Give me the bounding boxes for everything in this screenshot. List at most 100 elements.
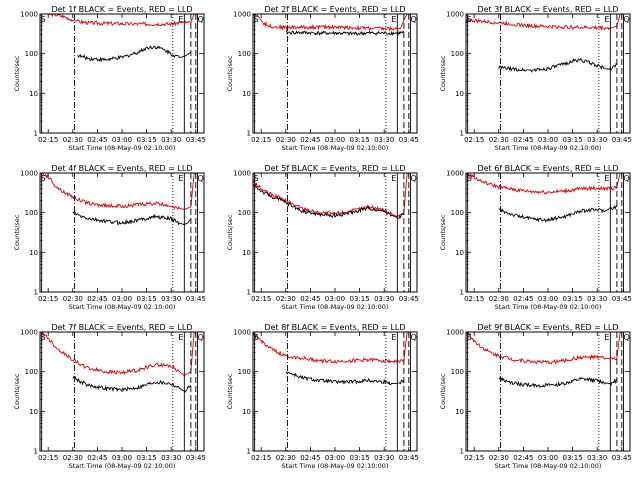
panel-title: Det 2f BLACK = Events, RED = LLD — [264, 5, 405, 14]
series-line-events — [285, 371, 405, 386]
series-group — [466, 173, 630, 223]
x-tick-label: 02:30 — [276, 454, 296, 462]
y-tick-label: 1000 — [446, 329, 464, 337]
series-group — [40, 173, 204, 226]
chart-panel: S E Q 1 10 100 1000 02:15 02:30 02:45 03:00 03:15 03… — [226, 323, 419, 470]
x-tick-label: 03:15 — [563, 454, 583, 462]
x-tick-label: 02:15 — [38, 136, 58, 144]
x-tick-label: 02:15 — [464, 454, 484, 462]
chart-panel: S E Q 1 10 100 1000 02:15 02:30 02:45 03:00 03:15 03… — [439, 5, 632, 152]
y-tick-label: 100 — [25, 209, 38, 217]
x-tick-label: 02:45 — [513, 295, 533, 303]
y-tick-label: 100 — [25, 50, 38, 58]
chart-panel: S E Q 1 10 100 1000 02:15 02:30 02:45 03:00 03:15 03… — [439, 323, 632, 470]
panel-title: Det 3f BLACK = Events, RED = LLD — [477, 5, 618, 14]
y-axis-label: Counts/sec — [13, 373, 21, 409]
marker-e-label: E — [604, 15, 609, 24]
marker-q-label: Q — [410, 174, 416, 183]
chart-panel: S E Q 1 10 100 1000 02:15 02:30 02:45 03:00 03:15 03… — [226, 5, 419, 152]
marker-e-label: E — [391, 15, 396, 24]
marker-e-label: E — [178, 15, 183, 24]
x-tick-label: 03:15 — [563, 295, 583, 303]
x-tick-label: 03:00 — [112, 295, 132, 303]
series-line-lld — [253, 332, 417, 364]
x-tick-label: 02:15 — [251, 454, 271, 462]
x-tick-label: 02:45 — [87, 295, 107, 303]
x-axis-label: Start Time (08-May-09 02:10:00) — [495, 462, 602, 470]
panel-title: Det 7f BLACK = Events, RED = LLD — [51, 323, 192, 332]
x-tick-label: 03:00 — [112, 136, 132, 144]
x-tick-label: 02:15 — [251, 136, 271, 144]
y-axis-label: Counts/sec — [439, 373, 447, 409]
y-tick-label: 1000 — [446, 11, 464, 19]
y-tick-label: 10 — [29, 249, 38, 257]
x-tick-label: 03:45 — [612, 295, 632, 303]
marker-s-label: S — [467, 15, 472, 24]
x-tick-label: 03:00 — [325, 454, 345, 462]
series-line-lld — [40, 173, 204, 211]
x-tick-label: 03:00 — [325, 136, 345, 144]
x-axis-label: Start Time (08-May-09 02:10:00) — [495, 144, 602, 152]
chart-panel: S E Q 1 10 100 1000 02:15 02:30 02:45 03:00 03:15 03… — [226, 164, 419, 311]
series-line-lld — [253, 14, 417, 33]
series-line-lld — [466, 173, 630, 195]
y-axis-label: Counts/sec — [226, 373, 234, 409]
x-tick-label: 03:00 — [538, 295, 558, 303]
x-tick-label: 03:30 — [161, 136, 181, 144]
x-tick-label: 02:45 — [300, 295, 320, 303]
x-tick-label: 03:45 — [399, 454, 419, 462]
y-tick-label: 1 — [34, 448, 38, 456]
y-tick-label: 1000 — [446, 170, 464, 178]
y-tick-label: 100 — [451, 50, 464, 58]
x-tick-label: 02:15 — [464, 295, 484, 303]
y-tick-label: 1 — [460, 289, 464, 297]
x-tick-label: 03:00 — [112, 454, 132, 462]
marker-e-label: E — [604, 333, 609, 342]
series-group — [40, 14, 204, 63]
x-tick-label: 03:45 — [186, 295, 206, 303]
x-tick-label: 03:30 — [374, 454, 394, 462]
series-group — [466, 14, 630, 73]
series-line-events — [72, 376, 192, 393]
y-tick-label: 1 — [247, 289, 251, 297]
y-axis-label: Counts/sec — [13, 214, 21, 250]
x-axis-label: Start Time (08-May-09 02:10:00) — [282, 303, 389, 311]
marker-e-label: E — [178, 174, 183, 183]
x-tick-label: 03:30 — [587, 136, 607, 144]
x-tick-label: 03:30 — [374, 295, 394, 303]
x-tick-label: 03:45 — [399, 295, 419, 303]
x-tick-label: 02:30 — [63, 295, 83, 303]
x-tick-label: 03:00 — [325, 295, 345, 303]
y-tick-label: 100 — [451, 368, 464, 376]
y-tick-label: 1000 — [233, 329, 251, 337]
x-tick-label: 03:15 — [137, 454, 157, 462]
x-tick-label: 03:15 — [350, 454, 370, 462]
marker-s-label: S — [467, 333, 472, 342]
y-tick-label: 1 — [34, 130, 38, 138]
y-tick-label: 10 — [29, 408, 38, 416]
x-axis-label: Start Time (08-May-09 02:10:00) — [282, 462, 389, 470]
x-axis-label: Start Time (08-May-09 02:10:00) — [69, 462, 176, 470]
series-line-lld — [466, 14, 630, 32]
x-tick-label: 03:45 — [612, 136, 632, 144]
x-tick-label: 03:15 — [563, 136, 583, 144]
y-tick-label: 10 — [242, 408, 251, 416]
y-tick-label: 1 — [247, 448, 251, 456]
panel-title: Det 1f BLACK = Events, RED = LLD — [51, 5, 192, 14]
marker-q-label: Q — [410, 333, 416, 342]
chart-panel: S E Q 1 10 100 1000 02:15 02:30 02:45 03:00 03:15 03… — [13, 5, 206, 152]
y-tick-label: 100 — [25, 368, 38, 376]
y-tick-label: 100 — [238, 368, 251, 376]
marker-q-label: Q — [197, 15, 203, 24]
y-tick-label: 1 — [460, 448, 464, 456]
y-tick-label: 100 — [238, 50, 251, 58]
y-axis-label: Counts/sec — [439, 55, 447, 91]
y-tick-label: 100 — [238, 209, 251, 217]
x-tick-label: 02:30 — [489, 454, 509, 462]
marker-s-label: S — [254, 15, 259, 24]
x-tick-label: 02:45 — [300, 454, 320, 462]
marker-s-label: S — [467, 174, 472, 183]
panel-title: Det 6f BLACK = Events, RED = LLD — [477, 164, 618, 173]
series-line-events — [72, 211, 192, 226]
